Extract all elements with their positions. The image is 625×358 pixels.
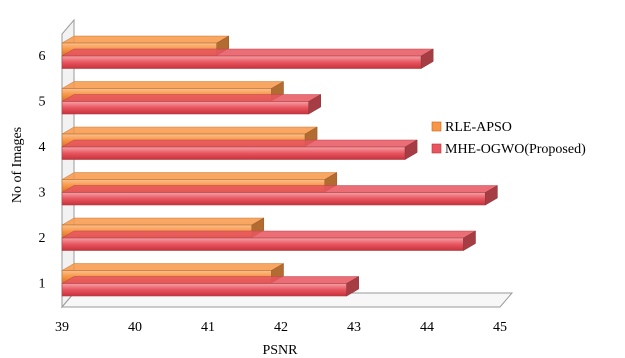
bar-mhe-ogwo-proposed--image-1	[61, 276, 360, 297]
bar-mhe-ogwo-proposed--image-5	[61, 94, 322, 115]
bar-top-face	[61, 263, 285, 271]
bar-front-face	[61, 283, 348, 297]
y-tick-label: 3	[39, 186, 46, 201]
bar-top-face	[61, 94, 322, 102]
axis-floor	[60, 292, 514, 308]
bar-mhe-ogwo-proposed--image-6	[61, 48, 435, 69]
y-tick-label: 2	[39, 231, 46, 246]
bar-top-face	[61, 81, 285, 89]
bar-front-face	[61, 146, 406, 160]
bar-top-face	[61, 48, 435, 57]
bar-end-face	[346, 276, 359, 297]
x-tick-label: 40	[128, 320, 142, 335]
y-tick-label: 1	[39, 277, 46, 292]
legend-label-rle-apso: RLE-APSO	[445, 120, 512, 135]
bar-end-face	[485, 185, 498, 206]
y-tick-label: 4	[39, 140, 46, 155]
bar-top-face	[61, 230, 477, 239]
legend-swatch-rle-apso	[431, 121, 442, 132]
bar-front-face	[61, 101, 310, 115]
bar-end-face	[404, 139, 418, 160]
bar-end-face	[463, 230, 476, 251]
bar-mhe-ogwo-proposed--image-4	[61, 139, 419, 160]
bar-top-face	[61, 139, 419, 148]
bar-top-face	[61, 35, 230, 44]
legend-swatch-mhe-ogwo	[431, 143, 442, 154]
y-tick-label: 6	[39, 49, 46, 64]
bar-top-face	[61, 172, 338, 180]
bar-front-face	[61, 237, 464, 251]
y-tick-label: 5	[39, 95, 46, 110]
x-tick-labels: 39 40 41 42 43 44 45	[55, 320, 507, 335]
y-axis-title: No of Images	[10, 127, 25, 203]
x-tick-label: 39	[55, 320, 69, 335]
bar-top-face	[61, 276, 360, 284]
legend: RLE-APSO MHE-OGWO(Proposed)	[431, 120, 586, 157]
bar-end-face	[308, 94, 321, 115]
x-tick-label: 41	[201, 320, 215, 335]
bar-top-face	[61, 185, 499, 193]
bars-layer	[61, 35, 499, 297]
bar-mhe-ogwo-proposed--image-3	[61, 185, 499, 206]
bar-mhe-ogwo-proposed--image-2	[61, 230, 477, 251]
bar-top-face	[61, 126, 319, 135]
legend-label-mhe-ogwo: MHE-OGWO(Proposed)	[445, 142, 586, 157]
bar-front-face	[61, 55, 422, 69]
x-tick-label: 42	[274, 320, 288, 335]
x-tick-label: 43	[347, 320, 361, 335]
bar-front-face	[61, 192, 486, 206]
bar-end-face	[420, 48, 434, 69]
x-tick-label: 45	[493, 320, 507, 335]
x-axis-title: PSNR	[262, 343, 298, 358]
x-tick-label: 44	[420, 320, 434, 335]
bar-top-face	[61, 217, 265, 226]
y-tick-labels: 1 2 3 4 5 6	[39, 49, 46, 292]
